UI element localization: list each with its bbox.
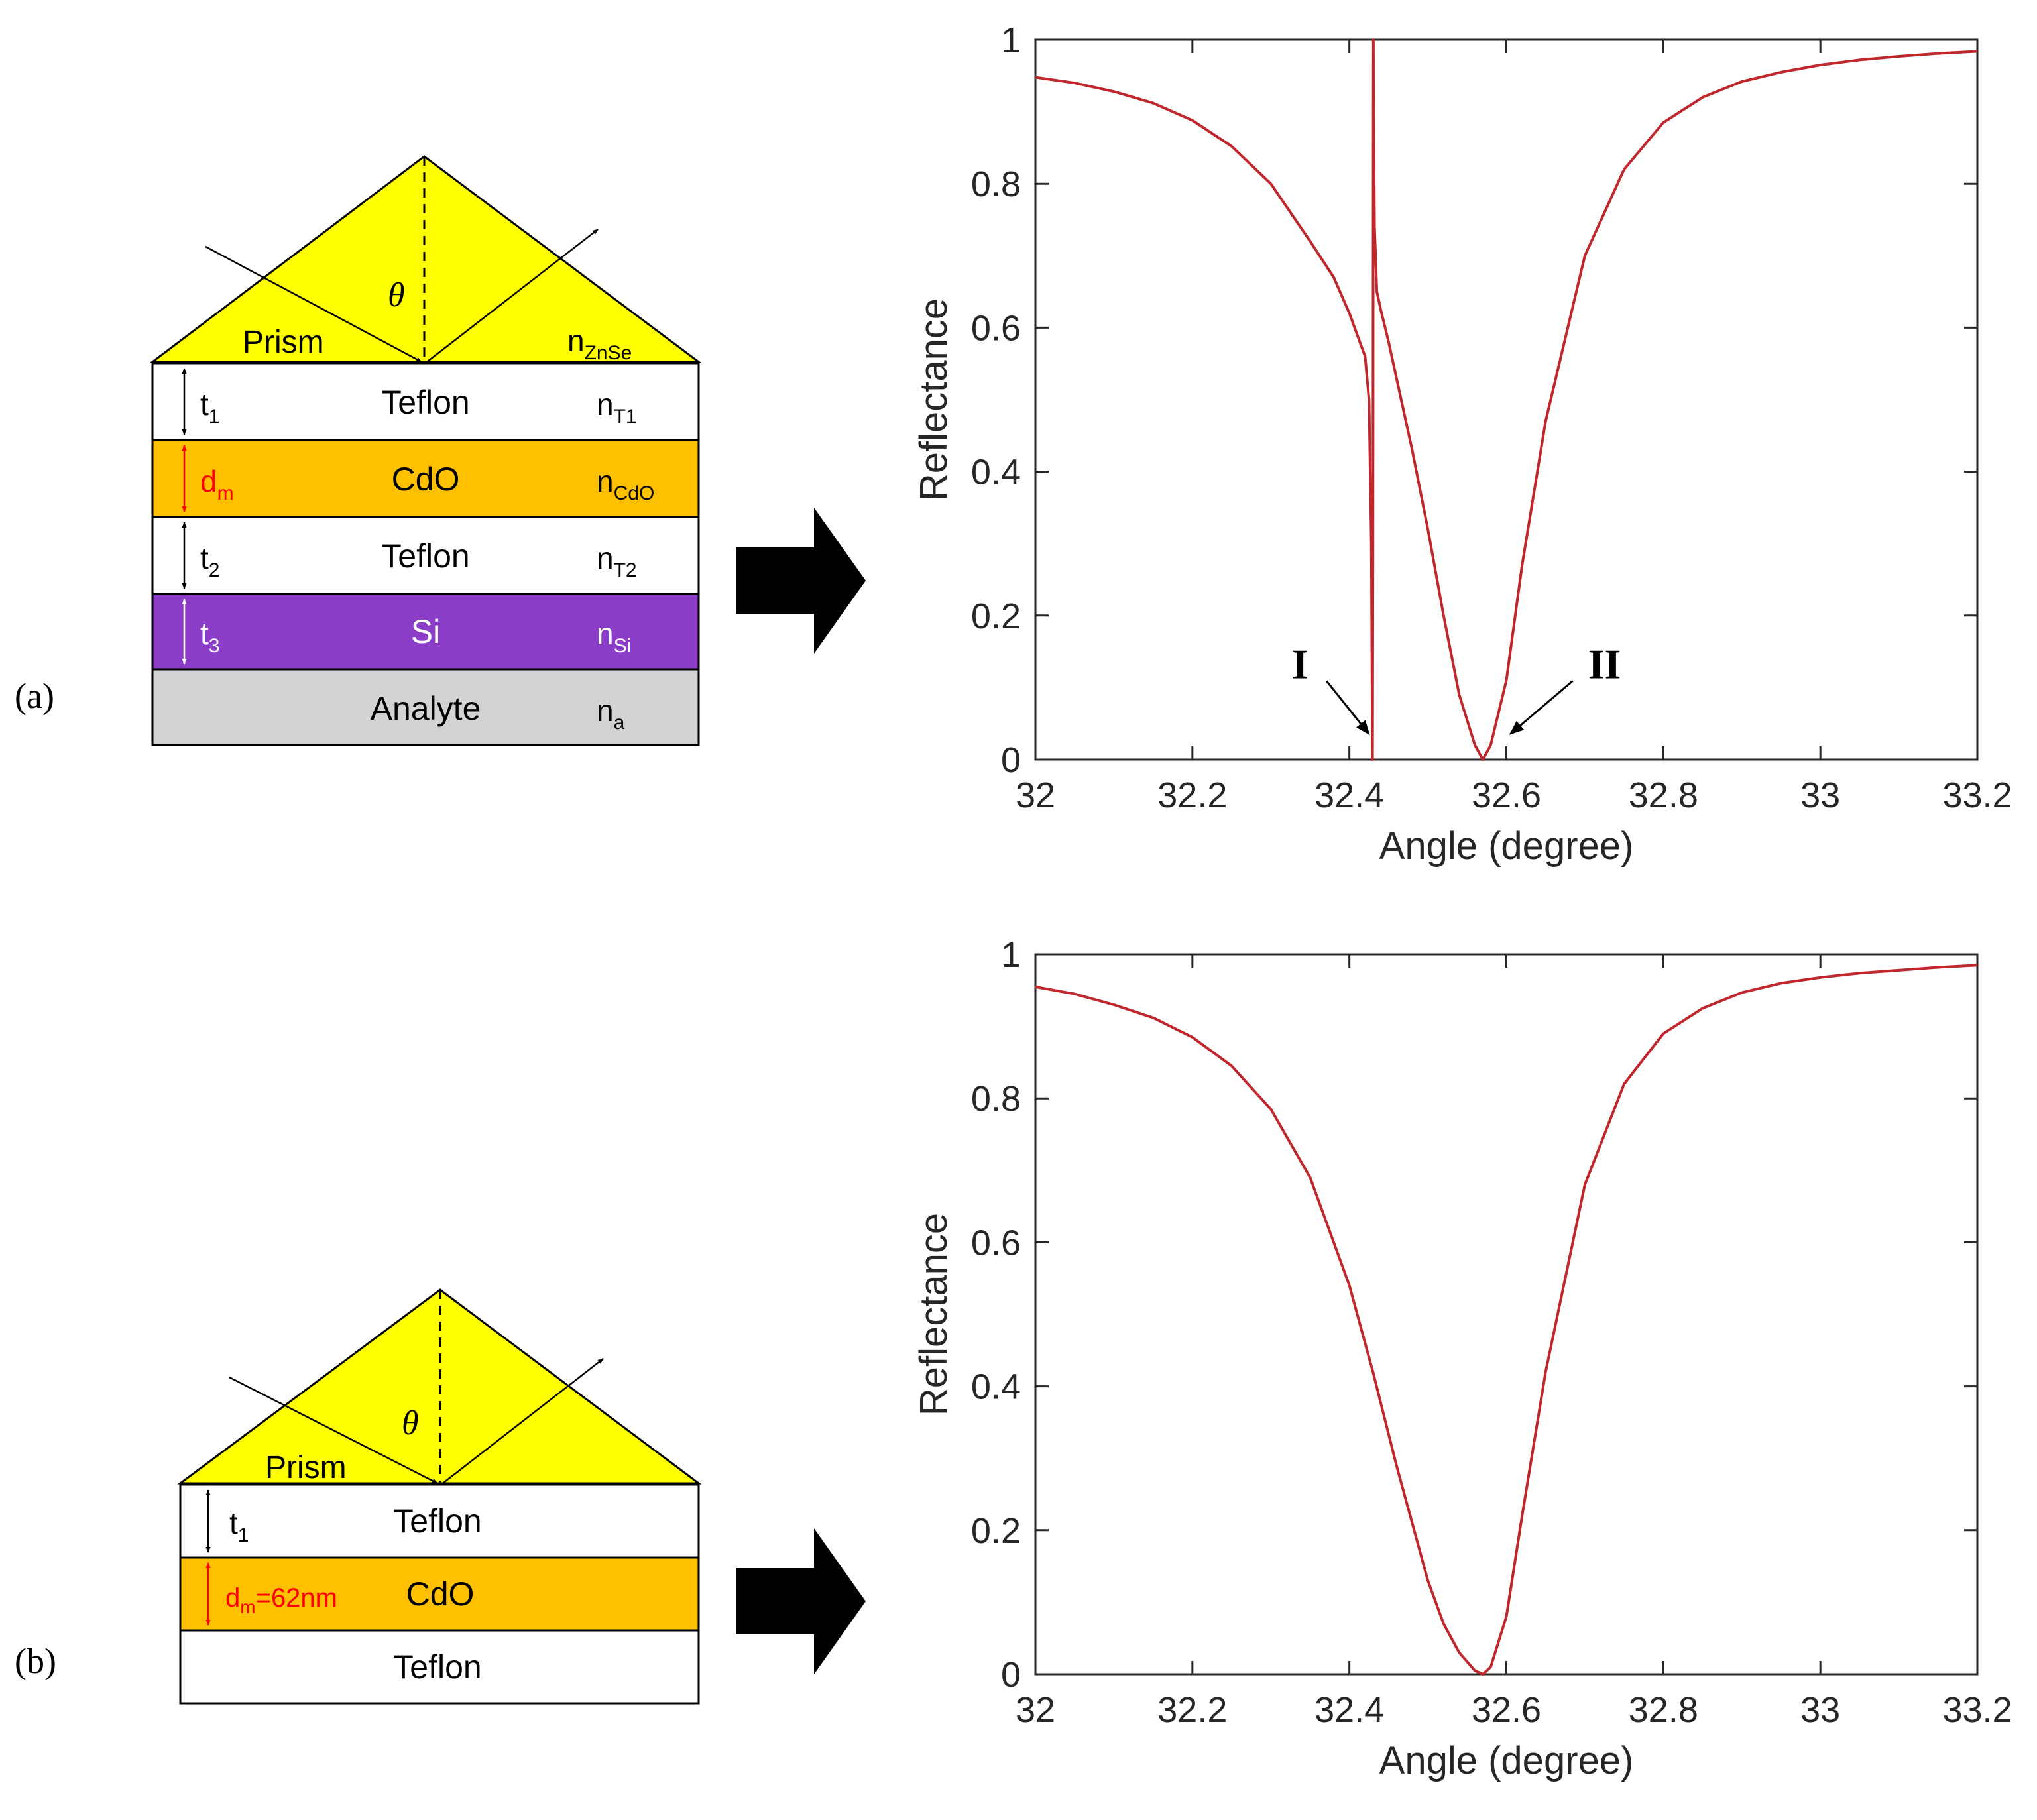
layer-teflon-b2 [179, 1629, 700, 1705]
annotation-arrow [1509, 680, 1574, 735]
y-tick-label: 0.4 [971, 1367, 1021, 1407]
x-tick-label: 32.8 [1629, 775, 1698, 815]
right-arrow-icon-b [736, 1528, 866, 1674]
thickness-label-dm-b: dm=62nm [225, 1583, 337, 1617]
layer-label-teflon-2: Teflon [381, 538, 469, 575]
thickness-label-dm-a: dm [200, 464, 234, 504]
panel-b-schematic: (b) θ Prism t1 Teflon dm=62nm CdO Teflon [15, 1288, 866, 1705]
series-line-reflectance [1035, 964, 1978, 1676]
panel-a-schematic: (a) θ Prism nZnSe t1 Teflon nT1 dm CdO n… [15, 155, 866, 746]
layer-cdo-a [151, 439, 700, 518]
incident-ray-a [205, 245, 422, 363]
layer-cdo-b [179, 1556, 700, 1632]
x-tick-label: 33.2 [1942, 775, 2012, 815]
y-tick-label: 0.4 [971, 453, 1021, 492]
thickness-label-t1-b: t1 [229, 1506, 249, 1546]
layer-label-teflon-b2: Teflon [393, 1648, 481, 1685]
thickness-label-t3: t3 [200, 616, 219, 657]
x-tick-label: 32.4 [1314, 775, 1384, 815]
index-label-t1: nT1 [597, 387, 637, 427]
x-axis-label: Angle (degree) [1379, 1739, 1634, 1782]
y-tick-label: 0.8 [971, 1079, 1021, 1119]
index-label-cdo: nCdO [597, 464, 654, 504]
prism-b-label: Prism [265, 1450, 347, 1485]
y-tick-label: 0.6 [971, 1223, 1021, 1263]
theta-b: θ [402, 1404, 419, 1442]
index-label-si: nSi [597, 616, 631, 657]
layer-label-si: Si [411, 613, 440, 650]
chart-bottom: 32 32.2 32.4 32.6 32.8 33 33.2 0 0.2 0.4 0.6 0.8 1 An… [912, 935, 2012, 1782]
index-label-analyte: na [597, 693, 625, 734]
prism-a-index: nZnSe [567, 323, 632, 364]
x-tick-label: 32.6 [1472, 775, 1541, 815]
theta-a: θ [388, 276, 405, 314]
right-arrow-icon [736, 508, 866, 654]
prism-a [149, 155, 702, 363]
x-tick-label: 33 [1800, 1690, 1840, 1730]
panel-b-label: (b) [15, 1641, 56, 1681]
y-tick-label: 0.8 [971, 164, 1021, 204]
annotation-label: I [1292, 640, 1309, 687]
annotation-arrow [1326, 680, 1370, 736]
y-tick-label: 1 [1001, 21, 1021, 60]
x-tick-label: 32 [1016, 1690, 1055, 1730]
x-tick-label: 33.2 [1942, 1690, 2012, 1730]
x-tick-label: 32.4 [1314, 1690, 1384, 1730]
layer-si [151, 593, 700, 671]
y-tick-label: 0 [1001, 740, 1021, 780]
plot-frame [1034, 38, 1979, 761]
panel-a-label: (a) [15, 676, 54, 716]
layer-label-cdo-a: CdO [392, 461, 460, 498]
y-tick-label: 1 [1001, 935, 1021, 975]
layer-teflon-1 [151, 362, 700, 441]
x-tick-label: 33 [1800, 775, 1840, 815]
layer-analyte [151, 668, 700, 746]
x-tick-label: 32.8 [1629, 1690, 1698, 1730]
x-tick-label: 32.2 [1157, 775, 1227, 815]
chart-top: 32 32.2 32.4 32.6 32.8 33 33.2 0 0.2 0.4 0.6 0.8 1 An… [912, 21, 2012, 868]
y-tick-label: 0.6 [971, 308, 1021, 348]
reflected-ray-a [426, 229, 599, 363]
thickness-label-t2: t2 [200, 541, 219, 581]
y-tick-label: 0.2 [971, 597, 1021, 636]
layer-label-cdo-b: CdO [406, 1575, 475, 1613]
y-axis-label: Reflectance [912, 298, 955, 501]
layer-label-teflon-1: Teflon [381, 384, 469, 421]
x-tick-label: 32.6 [1472, 1690, 1541, 1730]
plot-frame [1034, 953, 1979, 1676]
x-axis-label: Angle (degree) [1379, 825, 1634, 868]
y-tick-label: 0.2 [971, 1511, 1021, 1551]
index-label-t2: nT2 [597, 541, 637, 581]
y-tick-label: 0 [1001, 1655, 1021, 1695]
prism-a-label: Prism [243, 325, 324, 360]
layer-teflon-b1 [179, 1483, 700, 1559]
x-tick-label: 32.2 [1157, 1690, 1227, 1730]
thickness-label-t1: t1 [200, 387, 219, 427]
x-tick-label: 32 [1016, 775, 1055, 815]
layer-label-analyte: Analyte [371, 690, 481, 727]
incident-ray-b [229, 1376, 438, 1485]
layer-label-teflon-b1: Teflon [393, 1503, 481, 1540]
series-line-reflectance [1035, 38, 1978, 761]
reflected-ray-b [442, 1358, 604, 1484]
y-axis-label: Reflectance [912, 1213, 955, 1416]
annotation-label: II [1588, 640, 1621, 687]
